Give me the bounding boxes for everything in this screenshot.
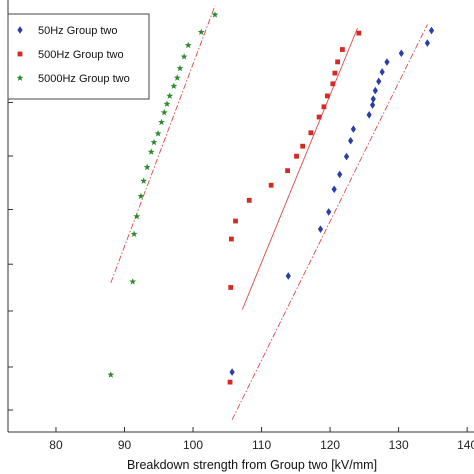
data-point: [300, 143, 306, 149]
x-axis-title: Breakdown strength from Group two [kV/mm…: [127, 458, 377, 472]
data-point: [424, 39, 430, 47]
fit-lines: [110, 5, 428, 420]
fit-line: [110, 5, 216, 284]
x-tick-label: 130: [389, 438, 409, 452]
fit-line: [231, 24, 428, 420]
data-point: [294, 153, 299, 159]
axes: 80 90 100 110 120 130 140: [7, 0, 474, 452]
data-point: [332, 70, 338, 76]
data-point: [379, 68, 385, 76]
data-point: [326, 208, 332, 216]
legend-marker: [17, 51, 23, 57]
x-tick-label: 90: [118, 438, 132, 452]
data-point: [228, 285, 234, 290]
data-point: [130, 230, 138, 238]
data-point: [133, 212, 141, 220]
data-point: [350, 125, 356, 133]
data-point: [233, 218, 238, 224]
data-point: [337, 170, 343, 179]
legend: 50Hz Group two 500Hz Group two 5000Hz Grou…: [7, 13, 150, 100]
legend-label: 5000Hz Group two: [38, 73, 130, 85]
legend-marker: [17, 26, 23, 34]
data-point: [384, 58, 390, 66]
data-point: [129, 278, 137, 285]
data-point: [285, 272, 291, 280]
data-point: [369, 101, 376, 109]
data-point: [316, 114, 322, 120]
data-point: [376, 77, 382, 86]
data-point: [147, 148, 155, 155]
data-point: [317, 225, 324, 233]
x-axis-ticks: 80 90 100 110 120 130 140: [49, 427, 474, 452]
data-point: [428, 26, 435, 35]
plot-area: [107, 5, 435, 420]
data-point: [324, 93, 330, 99]
legend-marker: [16, 74, 24, 81]
legend-label: 500Hz Group two: [38, 49, 124, 61]
data-point: [180, 53, 188, 60]
data-point: [229, 368, 235, 376]
data-point: [398, 49, 404, 58]
data-point: [331, 185, 337, 194]
data-point: [229, 236, 234, 242]
data-point: [356, 30, 362, 36]
data-point: [150, 138, 158, 146]
data-point: [335, 59, 341, 65]
data-point: [268, 182, 274, 188]
data-point: [321, 104, 327, 110]
data-point: [107, 371, 115, 378]
series-points: [107, 11, 219, 378]
data-point: [163, 100, 171, 107]
data-point: [140, 177, 148, 184]
data-point: [366, 111, 372, 119]
x-tick-label: 80: [49, 438, 63, 452]
data-point: [343, 152, 350, 161]
x-tick-label: 120: [320, 438, 340, 452]
data-point: [166, 92, 174, 99]
data-point: [285, 168, 290, 174]
fit-line: [241, 27, 358, 310]
data-point: [143, 163, 151, 171]
data-point: [173, 74, 181, 81]
data-point: [154, 129, 162, 137]
data-point: [370, 95, 376, 103]
x-tick-label: 140: [457, 438, 474, 452]
data-point: [330, 81, 336, 87]
data-point: [184, 41, 192, 49]
data-point: [372, 86, 378, 95]
legend-label: 50Hz Group two: [38, 25, 117, 37]
data-point: [160, 108, 168, 116]
data-point: [211, 11, 219, 18]
series-points: [227, 30, 362, 385]
data-point: [246, 197, 252, 203]
data-point: [227, 379, 233, 385]
data-point: [176, 64, 184, 72]
x-tick-label: 110: [252, 438, 271, 452]
data-points: [107, 11, 435, 385]
legend-box: [7, 13, 150, 100]
series-points: [229, 26, 435, 376]
data-point: [348, 136, 354, 145]
x-tick-label: 100: [183, 438, 203, 452]
data-point: [340, 47, 345, 52]
data-point: [158, 118, 165, 126]
data-point: [170, 82, 178, 90]
data-point: [308, 130, 314, 136]
data-point: [137, 192, 145, 200]
data-point: [197, 28, 205, 36]
